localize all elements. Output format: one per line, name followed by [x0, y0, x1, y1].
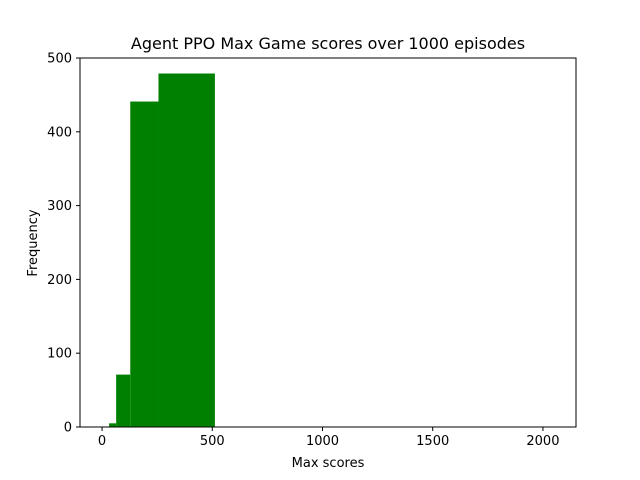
- x-tick-label-4: 2000: [526, 434, 559, 449]
- y-axis-ticks: 0 100 200 300 400 500: [47, 52, 80, 436]
- y-tick-label-1: 100: [47, 347, 72, 362]
- histogram-bar-3: [158, 73, 215, 428]
- histogram-bar-0: [109, 423, 117, 427]
- y-tick-label-3: 300: [47, 199, 72, 214]
- y-axis-label: Frequency: [26, 209, 41, 276]
- x-tick-label-3: 1500: [416, 434, 449, 449]
- x-axis-ticks: 0 500 1000 1500 2000: [98, 427, 559, 449]
- chart-title: Agent PPO Max Game scores over 1000 epis…: [131, 34, 525, 53]
- histogram-bar-2: [130, 101, 159, 428]
- x-tick-label-2: 1000: [306, 434, 339, 449]
- bars-group: [109, 73, 215, 428]
- y-tick-label-5: 500: [47, 52, 72, 67]
- y-tick-label-4: 400: [47, 125, 72, 140]
- histogram-bar-1: [116, 374, 131, 427]
- y-tick-label-0: 0: [64, 421, 72, 436]
- x-axis-label: Max scores: [292, 456, 365, 471]
- plot-frame: [79, 57, 577, 428]
- x-tick-label-1: 500: [200, 434, 225, 449]
- x-tick-label-0: 0: [98, 434, 106, 449]
- y-tick-label-2: 200: [47, 273, 72, 288]
